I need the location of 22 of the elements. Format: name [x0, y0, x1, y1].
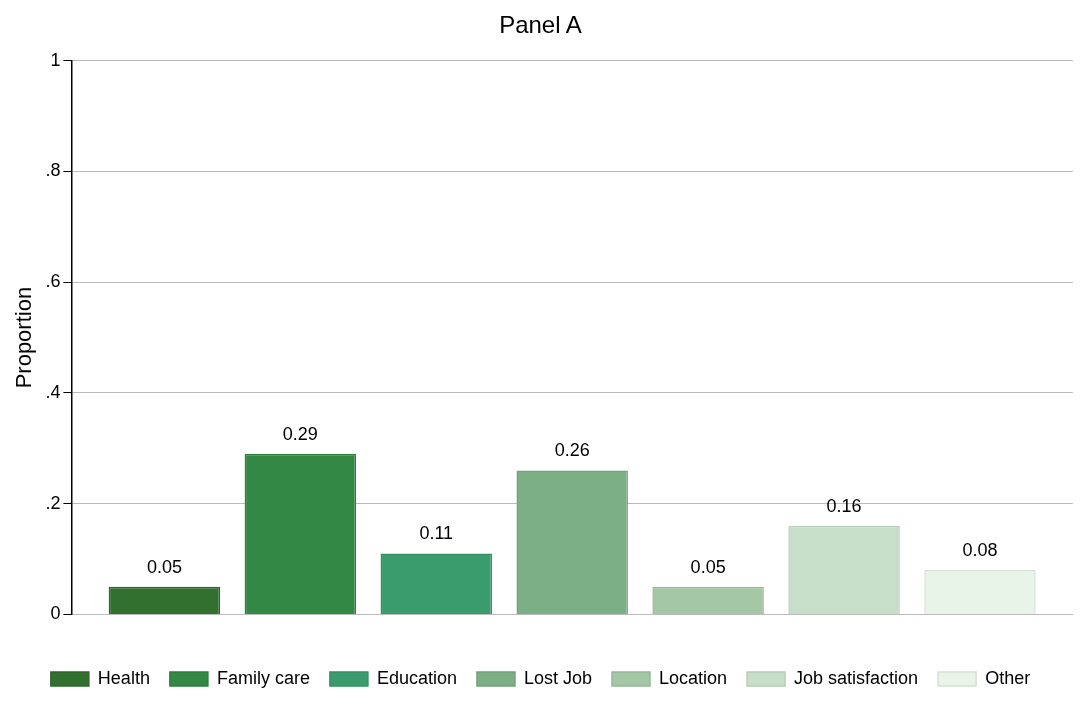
- data-label: 0.26: [554, 440, 590, 461]
- data-label: 0.05: [690, 556, 726, 577]
- y-tick-label: .4: [45, 381, 61, 402]
- legend-label: Family care: [216, 667, 310, 688]
- data-label: 0.16: [826, 495, 862, 516]
- data-label: 0.08: [962, 540, 998, 561]
- legend-label: Health: [97, 667, 150, 688]
- y-tick-label: .6: [45, 271, 61, 292]
- y-axis-title: Proportion: [11, 286, 37, 389]
- legend-label: Lost Job: [523, 667, 593, 688]
- y-tick-label: .2: [45, 492, 61, 513]
- legend-label: Education: [376, 667, 457, 688]
- y-tick-label: .8: [45, 160, 61, 181]
- data-label: 0.11: [419, 523, 454, 544]
- chart-title: Panel A: [499, 11, 582, 39]
- data-label: 0.29: [282, 423, 318, 444]
- legend-label: Location: [659, 667, 728, 688]
- legend-label: Other: [985, 667, 1031, 688]
- legend-label: Job satisfaction: [794, 667, 919, 688]
- y-tick-label: 1: [50, 49, 61, 70]
- y-tick-label: 0: [50, 603, 61, 624]
- data-label: 0.05: [146, 556, 182, 577]
